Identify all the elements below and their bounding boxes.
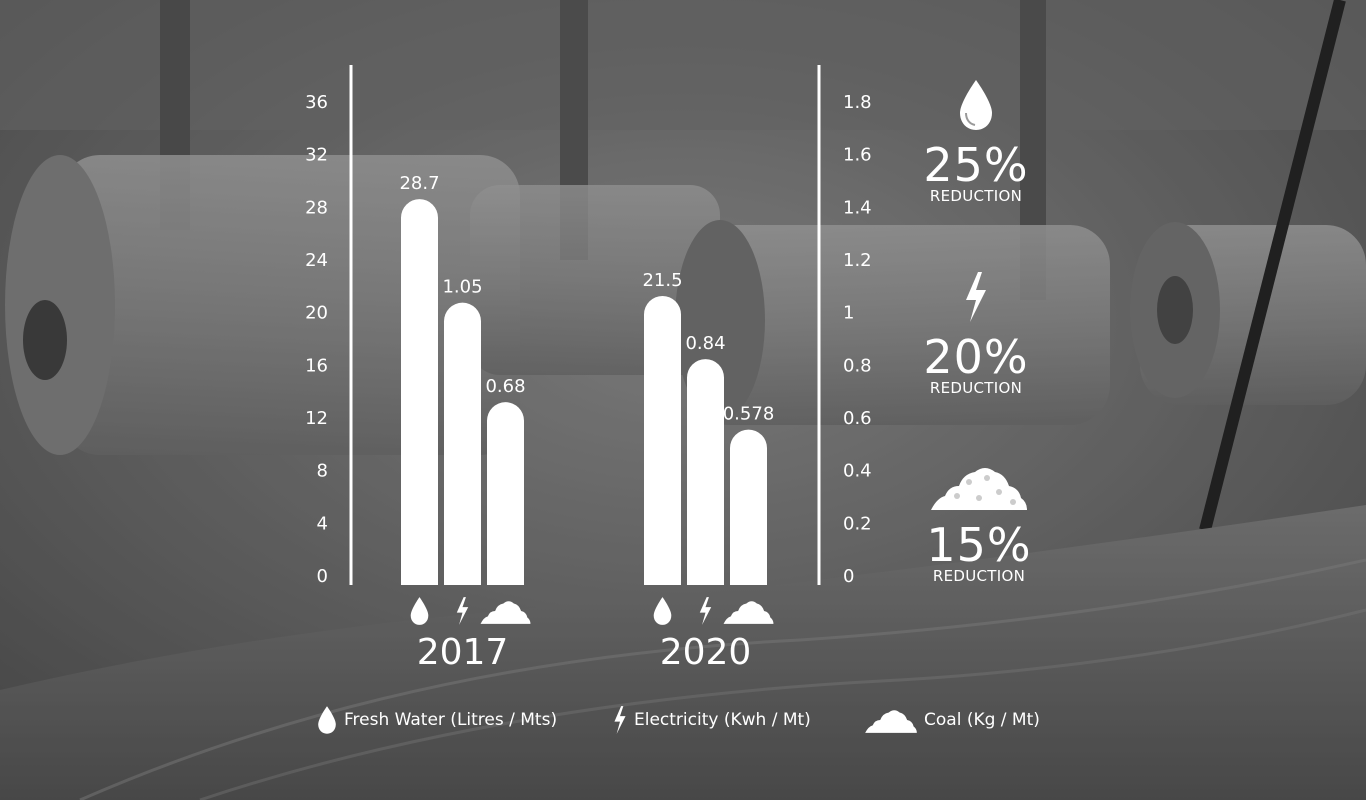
reduction-electricity: 20% REDUCTION	[911, 270, 1041, 396]
reduction-coal-value: 15%	[926, 518, 1032, 572]
reduction-coal-label: REDUCTION	[932, 567, 1026, 585]
legend-electricity-label: Electricity (Kwh / Mt)	[634, 710, 811, 730]
left-tick-label: 0	[317, 566, 328, 587]
coal-pile-icon	[931, 468, 1027, 510]
legend-coal: Coal (Kg / Mt)	[864, 704, 1040, 736]
right-tick-label: 0.8	[843, 355, 872, 376]
left-tick-label: 28	[305, 197, 328, 218]
left-tick-label: 32	[305, 145, 328, 166]
left-tick-label: 20	[305, 303, 328, 324]
left-tick-label: 36	[305, 92, 328, 113]
right-tick-label: 0.6	[843, 408, 872, 429]
lightning-icon	[614, 706, 626, 734]
lightning-icon	[966, 272, 986, 322]
left-tick-label: 12	[305, 408, 328, 429]
left-tick-label: 4	[317, 513, 328, 534]
left-tick-label: 16	[305, 355, 328, 376]
left-tick-label: 8	[317, 461, 328, 482]
lightning-icon	[456, 597, 469, 625]
reduction-water-value: 25%	[923, 138, 1029, 192]
water-drop-icon	[960, 80, 992, 130]
lightning-icon	[699, 597, 712, 625]
legend-water-label: Fresh Water (Litres / Mts)	[344, 710, 558, 730]
coal-pile-icon	[865, 710, 917, 733]
bar-2017-water-drop	[401, 199, 438, 585]
reduction-electricity-label: REDUCTION	[929, 379, 1023, 397]
category-label-2020: 2020	[660, 632, 752, 673]
right-tick-label: 0.2	[843, 513, 872, 534]
water-drop-icon	[653, 597, 672, 625]
bar-value-label: 0.578	[723, 404, 775, 425]
legend-coal-label: Coal (Kg / Mt)	[924, 710, 1040, 730]
water-drop-icon	[410, 597, 429, 625]
right-tick-label: 1.2	[843, 250, 872, 271]
coal-pile-icon	[723, 601, 774, 624]
water-drop-icon	[318, 706, 336, 734]
bar-2020-coal-pile	[730, 429, 767, 585]
bar-2020-water-drop	[644, 295, 681, 585]
legend-electricity: Electricity (Kwh / Mt)	[612, 704, 811, 736]
bar-value-label: 0.84	[685, 333, 725, 354]
reduction-water-label: REDUCTION	[929, 187, 1023, 205]
right-tick-label: 0.4	[843, 461, 872, 482]
coal-pile-icon	[480, 601, 531, 624]
category-label-2017: 2017	[417, 632, 509, 673]
right-tick-label: 1.4	[843, 197, 872, 218]
reduction-electricity-value: 20%	[923, 330, 1029, 384]
right-tick-label: 1.6	[843, 145, 872, 166]
left-tick-label: 24	[305, 250, 328, 271]
right-tick-label: 1	[843, 303, 854, 324]
bar-2017-coal-pile	[487, 402, 524, 585]
legend-water: Fresh Water (Litres / Mts)	[316, 704, 557, 736]
bar-value-label: 0.68	[485, 376, 525, 397]
right-tick-label: 0	[843, 566, 854, 587]
bar-value-label: 28.7	[399, 173, 439, 194]
bar-2017-lightning	[444, 302, 481, 585]
reduction-water: 25% REDUCTION	[911, 78, 1041, 204]
bar-value-label: 1.05	[442, 277, 482, 298]
right-tick-label: 1.8	[843, 92, 872, 113]
bar-2020-lightning	[687, 359, 724, 585]
reduction-coal: 15% REDUCTION	[914, 460, 1044, 584]
bar-value-label: 21.5	[642, 270, 682, 291]
